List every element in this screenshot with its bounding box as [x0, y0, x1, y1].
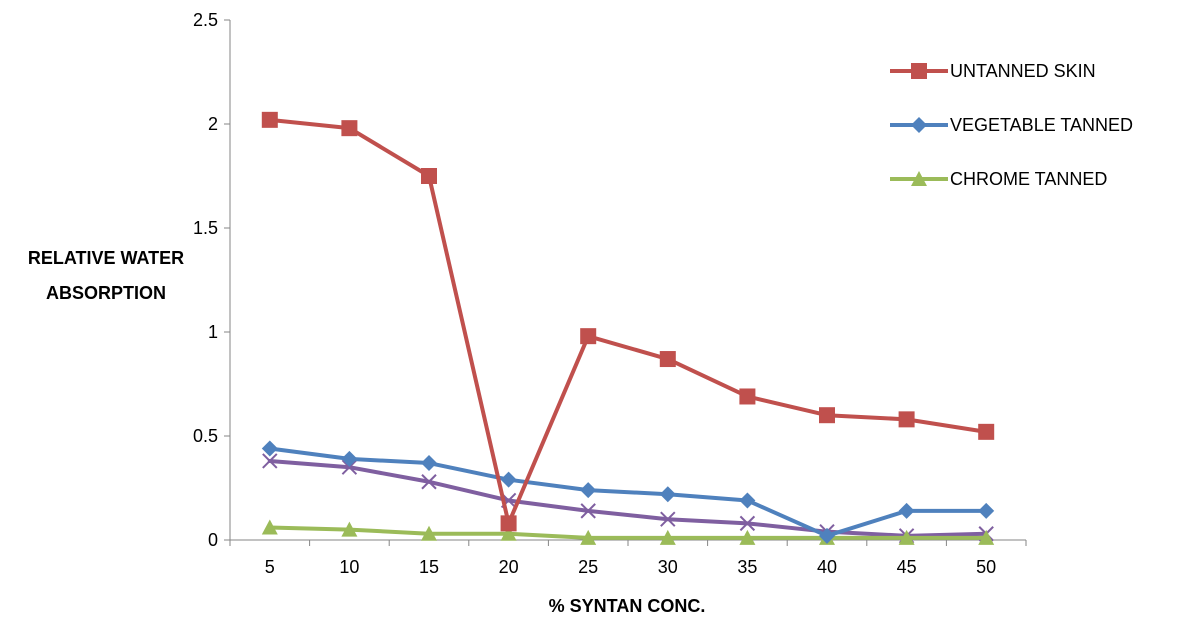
data-point [500, 525, 517, 541]
x-tick-label: 40 [817, 557, 837, 577]
legend-label: CHROME TANNED [950, 169, 1107, 189]
x-tick-label: 10 [339, 557, 359, 577]
data-point [739, 515, 756, 532]
y-axis-ticks: 0 0.5 1 1.5 2 2.5 [193, 10, 230, 550]
x-tick-label: 50 [976, 557, 996, 577]
x-tick-label: 45 [897, 557, 917, 577]
data-point [659, 351, 676, 368]
data-point [421, 455, 437, 472]
data-point [898, 411, 915, 428]
y-tick-label: 0.5 [193, 426, 218, 446]
y-axis-title-line-1: RELATIVE WATER [28, 248, 184, 268]
x-tick-label: 5 [265, 557, 275, 577]
data-point [500, 471, 517, 488]
data-point [978, 529, 995, 545]
y-tick-label: 2 [208, 114, 218, 134]
data-point [262, 453, 278, 469]
data-point [421, 525, 437, 541]
data-point [341, 521, 358, 537]
data-point [898, 502, 915, 519]
data-point [580, 328, 597, 345]
data-point [978, 423, 995, 440]
data-point [500, 515, 517, 532]
y-axis-title-line-2: ABSORPTION [46, 283, 166, 303]
data-point [421, 168, 437, 184]
legend-marker [911, 117, 927, 133]
data-point [580, 482, 597, 499]
data-point [739, 388, 756, 405]
data-point [580, 503, 596, 519]
series-2 [261, 519, 995, 545]
data-point [261, 440, 278, 457]
data-point [261, 111, 278, 128]
series-0 [261, 111, 995, 532]
x-tick-label: 25 [578, 557, 598, 577]
x-tick-label: 15 [419, 557, 439, 577]
legend-marker [911, 171, 927, 186]
legend: UNTANNED SKIN VEGETABLE TANNED CHROME TANN… [890, 61, 1133, 189]
legend-item: UNTANNED SKIN [890, 61, 1096, 81]
x-tick-label: 35 [737, 557, 757, 577]
x-axis-ticks: 5 10 15 20 25 30 35 40 45 50 [229, 540, 1027, 577]
x-axis-title: % SYNTAN CONC. [549, 596, 706, 616]
data-point [819, 527, 835, 544]
series-line [267, 117, 989, 526]
x-tick-label: 20 [499, 557, 519, 577]
data-point [819, 407, 835, 424]
series-line [267, 525, 989, 540]
data-point [580, 529, 597, 545]
data-point [261, 519, 278, 535]
y-tick-label: 2.5 [193, 10, 218, 30]
series-1 [261, 440, 995, 544]
legend-label: UNTANNED SKIN [950, 61, 1096, 81]
data-point [659, 529, 676, 545]
legend-marker [911, 63, 927, 79]
data-point [421, 474, 437, 490]
y-tick-label: 1 [208, 322, 218, 342]
legend-item: VEGETABLE TANNED [890, 115, 1133, 135]
y-tick-label: 1.5 [193, 218, 218, 238]
series-line [267, 458, 989, 538]
x-tick-label: 30 [658, 557, 678, 577]
legend-label: VEGETABLE TANNED [950, 115, 1133, 135]
data-point [978, 502, 995, 519]
y-tick-label: 0 [208, 530, 218, 550]
data-point [660, 511, 676, 527]
data-point [341, 459, 358, 475]
series-line [267, 446, 989, 538]
series-layer [261, 111, 995, 545]
data-point [739, 492, 756, 509]
data-point [341, 120, 358, 137]
data-point [898, 529, 915, 545]
data-point [341, 450, 358, 467]
data-point [659, 486, 676, 503]
data-point [739, 529, 756, 545]
legend-item: CHROME TANNED [890, 169, 1107, 189]
